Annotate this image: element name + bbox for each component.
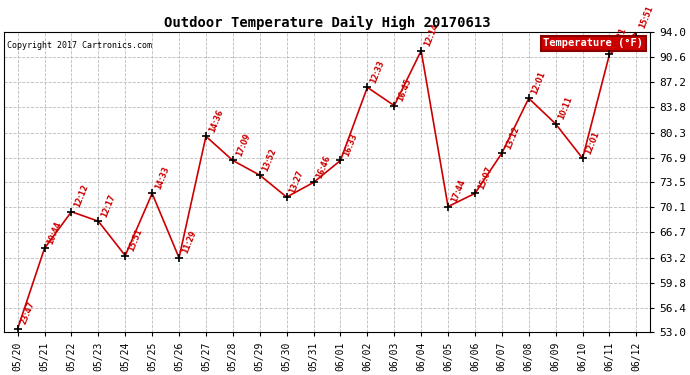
Text: 11:29: 11:29 bbox=[180, 229, 198, 255]
Text: 12:01: 12:01 bbox=[530, 70, 548, 96]
Text: 10:11: 10:11 bbox=[557, 95, 574, 121]
Text: 15:07: 15:07 bbox=[476, 165, 494, 190]
Text: 23:47: 23:47 bbox=[19, 300, 37, 326]
Text: 12:01: 12:01 bbox=[584, 130, 601, 156]
Text: 17:09: 17:09 bbox=[234, 132, 252, 158]
Text: 13:27: 13:27 bbox=[288, 168, 306, 194]
Text: 13:12: 13:12 bbox=[503, 124, 521, 150]
Text: 13:52: 13:52 bbox=[261, 147, 279, 172]
Text: 16:46: 16:46 bbox=[315, 154, 333, 180]
Text: 15:51: 15:51 bbox=[638, 4, 655, 30]
Text: 16:33: 16:33 bbox=[342, 132, 359, 158]
Text: 12:33: 12:33 bbox=[368, 59, 386, 84]
Text: 17:44: 17:44 bbox=[449, 178, 467, 204]
Text: Copyright 2017 Cartronics.com: Copyright 2017 Cartronics.com bbox=[8, 42, 152, 51]
Text: 15:31: 15:31 bbox=[611, 26, 628, 52]
Text: Temperature (°F): Temperature (°F) bbox=[543, 39, 643, 48]
Text: 10:44: 10:44 bbox=[46, 220, 63, 246]
Text: 12:14: 12:14 bbox=[422, 22, 440, 48]
Text: 14:36: 14:36 bbox=[207, 108, 225, 134]
Text: 12:17: 12:17 bbox=[100, 193, 117, 219]
Title: Outdoor Temperature Daily High 20170613: Outdoor Temperature Daily High 20170613 bbox=[164, 16, 491, 30]
Text: 14:33: 14:33 bbox=[153, 165, 171, 190]
Text: 16:45: 16:45 bbox=[395, 77, 413, 103]
Text: 12:12: 12:12 bbox=[73, 183, 90, 209]
Text: 15:51: 15:51 bbox=[126, 227, 144, 253]
